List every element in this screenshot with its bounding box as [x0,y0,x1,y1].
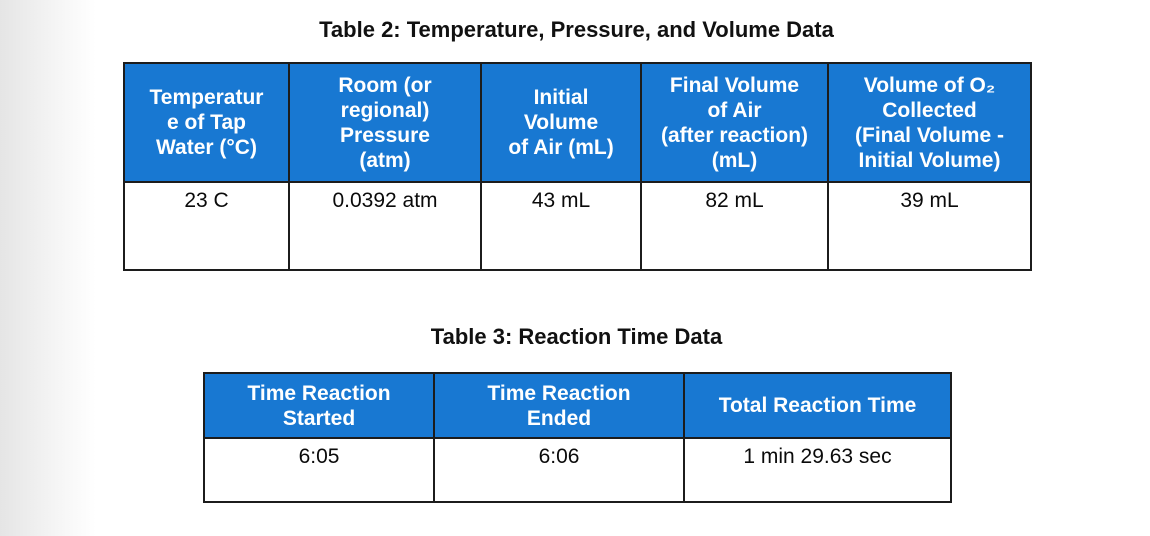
table2-value-temperature: 23 C [123,181,290,271]
table2-header-row: Temperatur e of Tap Water (°C) Room (or … [123,62,1032,183]
scan-edge-gradient [0,0,96,536]
table3-value-total-time: 1 min 29.63 sec [683,437,952,503]
table3-value-time-started: 6:05 [203,437,435,503]
table3-value-time-ended: 6:06 [433,437,685,503]
table2-value-final-volume: 82 mL [640,181,829,271]
table2-value-initial-volume: 43 mL [480,181,642,271]
table2-title: Table 2: Temperature, Pressure, and Volu… [319,17,834,42]
table2: Temperatur e of Tap Water (°C) Room (or … [123,62,1032,271]
table2-data-row: 23 C 0.0392 atm 43 mL 82 mL 39 mL [123,181,1032,271]
table2-header-o2-volume: Volume of O₂ Collected (Final Volume - I… [827,62,1032,183]
table3-header-time-started: Time Reaction Started [203,372,435,439]
table3: Time Reaction Started Time Reaction Ende… [203,372,952,503]
table2-value-o2-volume: 39 mL [827,181,1032,271]
table3-header-time-ended: Time Reaction Ended [433,372,685,439]
table2-header-pressure: Room (or regional) Pressure (atm) [288,62,482,183]
table2-header-final-volume: Final Volume of Air (after reaction) (mL… [640,62,829,183]
table3-header-row: Time Reaction Started Time Reaction Ende… [203,372,952,439]
table2-value-pressure: 0.0392 atm [288,181,482,271]
table2-header-temperature: Temperatur e of Tap Water (°C) [123,62,290,183]
table3-header-total-time: Total Reaction Time [683,372,952,439]
table2-header-initial-volume: Initial Volume of Air (mL) [480,62,642,183]
table3-title: Table 3: Reaction Time Data [430,324,723,349]
table3-data-row: 6:05 6:06 1 min 29.63 sec [203,437,952,503]
